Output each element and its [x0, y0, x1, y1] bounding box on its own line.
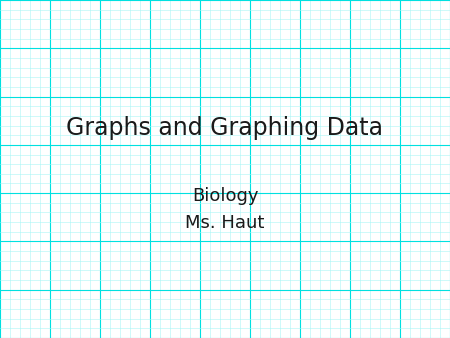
- Text: Graphs and Graphing Data: Graphs and Graphing Data: [67, 116, 383, 141]
- Text: Biology: Biology: [192, 187, 258, 205]
- Text: Ms. Haut: Ms. Haut: [185, 214, 265, 232]
